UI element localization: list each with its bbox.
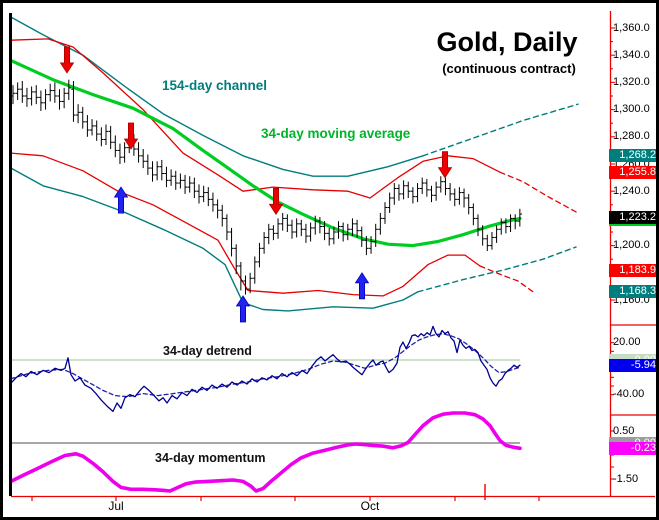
price-axis-label: 1,240.0 xyxy=(613,184,650,197)
channel-upper-projection xyxy=(422,103,579,157)
moving-average-annotation: 34-day moving average xyxy=(261,126,411,141)
chart-subtitle: (continuous contract) xyxy=(442,61,576,76)
buy-arrow-icon xyxy=(354,272,370,300)
band-upper-line xyxy=(10,38,501,199)
price-badge-teal: 1,168.3 xyxy=(609,285,656,299)
sell-arrow-icon xyxy=(123,122,139,150)
band-lower-line xyxy=(10,152,481,297)
band-lower-projection xyxy=(479,265,534,293)
price-badge-black: 1,223.2 xyxy=(609,210,656,224)
sell-arrow-icon xyxy=(437,151,453,179)
buy-arrow-icon xyxy=(113,186,129,214)
x-axis-month-label: Jul xyxy=(108,499,124,513)
momentum-annotation: 34-day momentum xyxy=(155,451,266,465)
momentum-axis-label: 0.50 xyxy=(613,424,635,437)
chart-title: Gold, Daily xyxy=(436,27,578,57)
detrend-axis-label: -40.00 xyxy=(613,388,645,401)
momentum-badge-magenta: -0.23 xyxy=(609,442,656,456)
detrend-line xyxy=(10,325,521,413)
price-badge-teal: 1,268.2 xyxy=(609,149,656,163)
price-axis-label: 1,360.0 xyxy=(613,21,650,34)
price-axis-label: 1,300.0 xyxy=(613,103,650,116)
detrend-badge-blue: -5.94 xyxy=(609,358,656,372)
momentum-line xyxy=(9,411,522,493)
detrend-annotation: 34-day detrend xyxy=(163,344,252,358)
plot-area xyxy=(9,11,656,501)
channel-lower-line xyxy=(10,167,419,312)
sell-arrow-icon xyxy=(268,187,284,216)
buy-arrow-icon xyxy=(235,295,251,323)
price-axis-label: 1,280.0 xyxy=(613,130,650,143)
momentum-axis-label: -1.50 xyxy=(613,472,639,485)
channel-lower-projection xyxy=(417,246,577,293)
price-axis-label: 1,200.0 xyxy=(613,239,650,252)
price-badge-red: 1,183.9 xyxy=(609,263,656,277)
band-upper-projection xyxy=(499,171,579,214)
detrend-smooth-line xyxy=(10,333,521,398)
channel-upper-line xyxy=(10,16,424,177)
x-axis-month-label: Oct xyxy=(360,499,380,513)
price-axis-label: 1,320.0 xyxy=(613,75,650,88)
price-badge-red: 1,255.8 xyxy=(609,166,656,180)
moving-average-line xyxy=(9,59,522,248)
sell-arrow-icon xyxy=(59,46,75,74)
last-price-underline xyxy=(609,223,656,227)
channel-annotation: 154-day channel xyxy=(162,78,268,93)
detrend-axis-label: 20.00 xyxy=(613,336,641,349)
price-axis-label: 1,340.0 xyxy=(613,48,650,61)
